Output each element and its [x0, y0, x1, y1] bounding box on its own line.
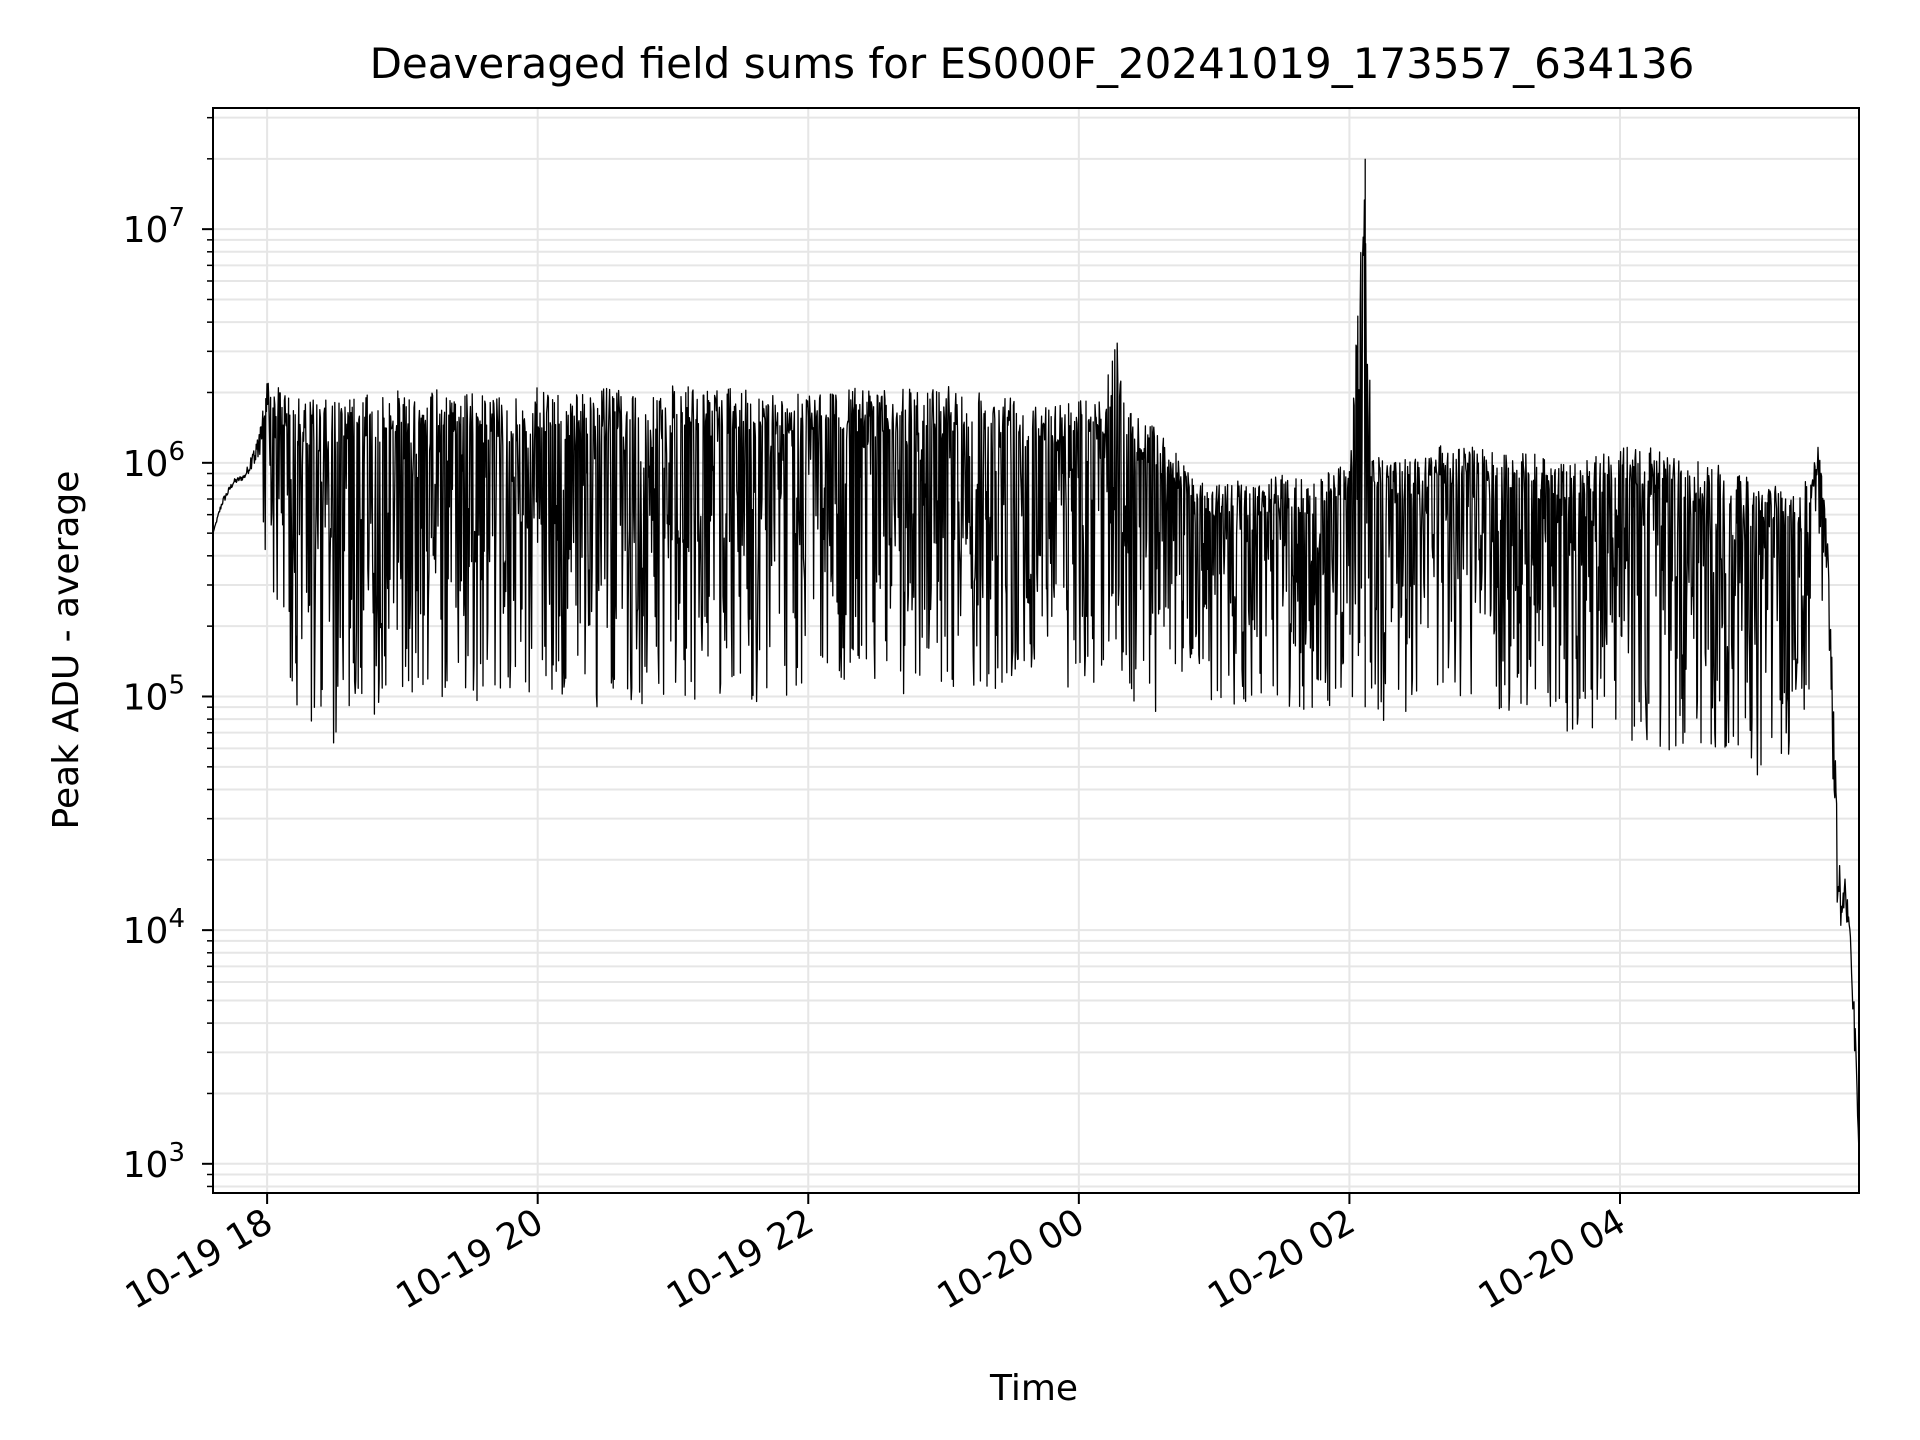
- y-tick-label: 104: [123, 904, 185, 952]
- plot-frame: [212, 107, 1860, 1194]
- chart-title: Deaveraged field sums for ES000F_2024101…: [370, 39, 1695, 88]
- y-tick-label: 106: [123, 437, 185, 485]
- y-tick-label: 107: [123, 203, 185, 251]
- x-axis-label: Time: [989, 1368, 1078, 1409]
- y-axis-label: Peak ADU - average: [46, 471, 87, 830]
- y-tick-label: 103: [123, 1138, 185, 1186]
- series-line: [212, 158, 1860, 1149]
- data-series: [212, 158, 1860, 1149]
- y-tick-label: 105: [123, 670, 185, 718]
